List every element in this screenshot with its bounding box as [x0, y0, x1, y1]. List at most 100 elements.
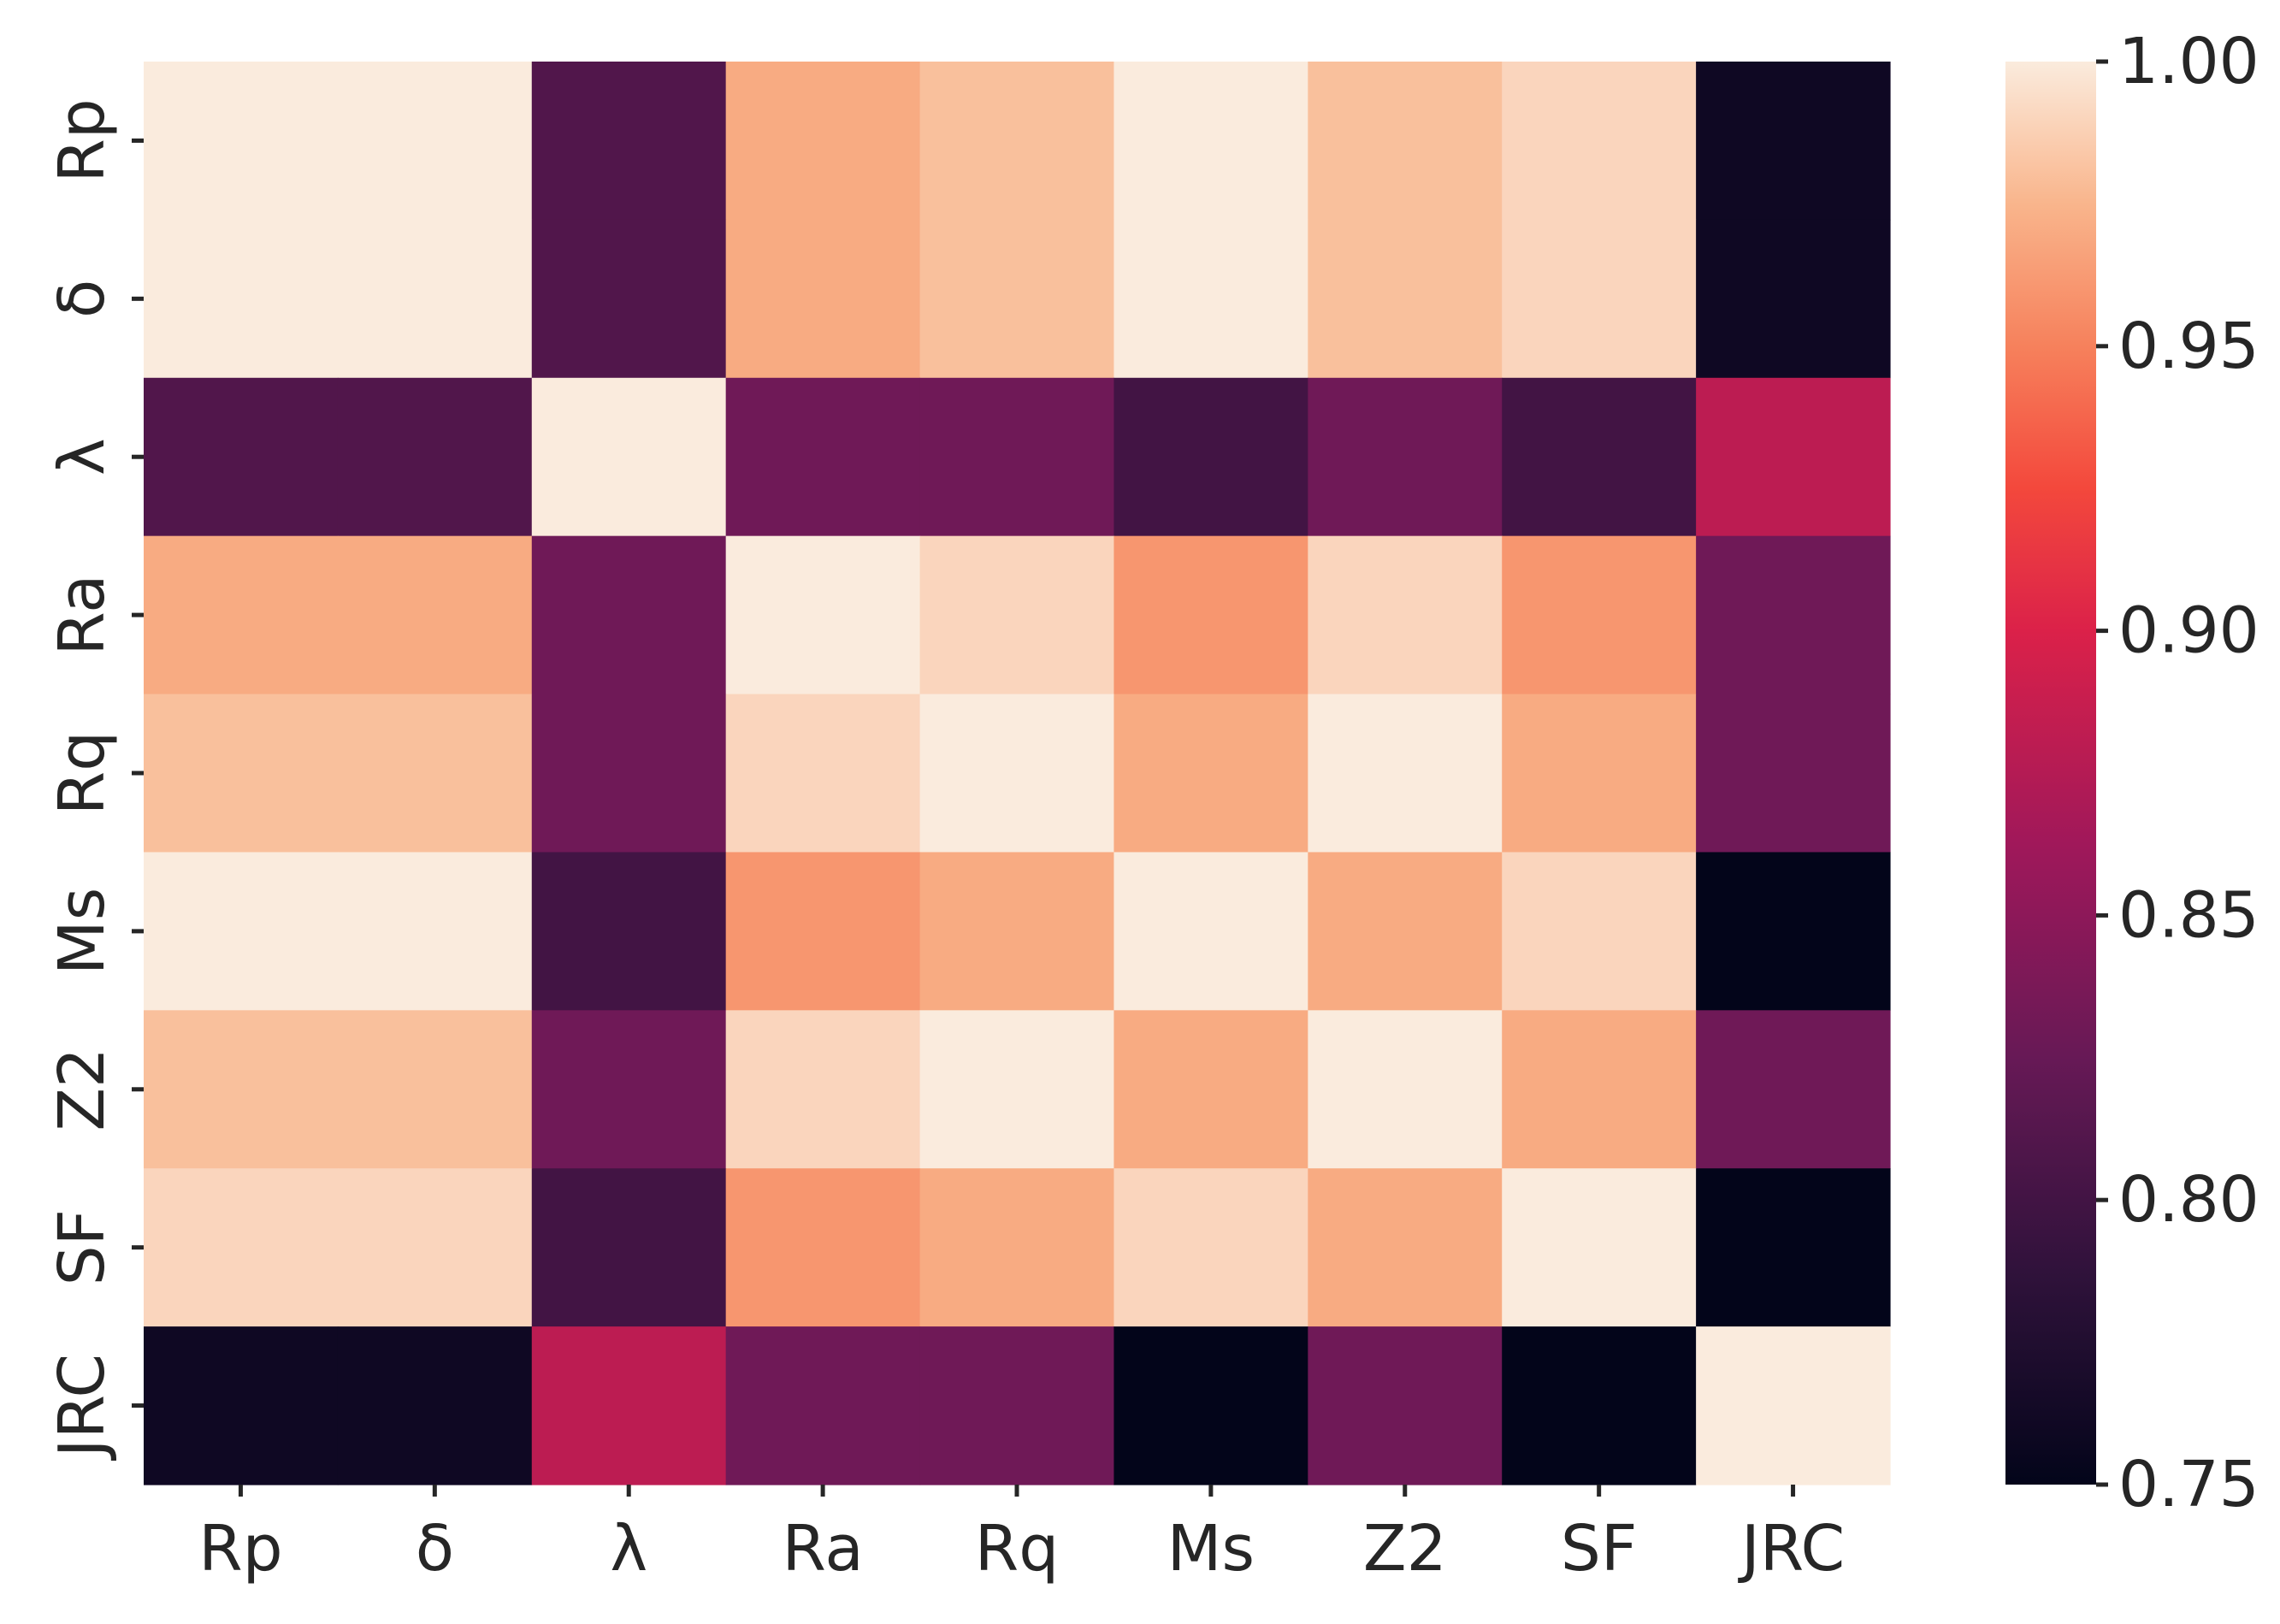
heatmap-cell-8-2: [531, 1326, 727, 1485]
y-tick-label: Ms: [45, 888, 119, 975]
heatmap-cell-8-8: [1696, 1326, 1891, 1485]
heatmap-cell-6-3: [725, 1010, 921, 1169]
heatmap-cell-2-6: [1308, 377, 1503, 537]
heatmap-cell-4-7: [1502, 694, 1697, 853]
heatmap-cell-0-1: [337, 62, 533, 221]
heatmap-cell-8-4: [919, 1326, 1115, 1485]
heatmap-cell-3-6: [1308, 535, 1503, 695]
colorbar-tick-label: 1.00: [2118, 25, 2259, 98]
heatmap-cell-1-0: [144, 219, 339, 379]
heatmap-cell-4-0: [144, 694, 339, 853]
y-tick-label: JRC: [45, 1354, 119, 1461]
heatmap-cell-8-6: [1308, 1326, 1503, 1485]
heatmap-cell-8-1: [337, 1326, 533, 1485]
heatmap-cell-4-6: [1308, 694, 1503, 853]
heatmap-cell-0-2: [531, 62, 727, 221]
x-tick-label: Rq: [975, 1512, 1059, 1586]
heatmap-cell-4-1: [337, 694, 533, 853]
heatmap-cell-3-2: [531, 535, 727, 695]
heatmap-cell-1-6: [1308, 219, 1503, 379]
heatmap-cell-7-2: [531, 1168, 727, 1327]
heatmap-cell-8-7: [1502, 1326, 1697, 1485]
heatmap-cell-0-4: [919, 62, 1115, 221]
heatmap-cell-2-2: [531, 377, 727, 537]
x-axis: Rp δ λ Ra Rq Ms Z2 SF JRC: [198, 1485, 1845, 1586]
colorbar-tick-label: 0.80: [2118, 1163, 2259, 1237]
heatmap-cell-2-1: [337, 377, 533, 537]
heatmap-cell-7-7: [1502, 1168, 1697, 1327]
heatmap-cell-0-6: [1308, 62, 1503, 221]
heatmap-cell-5-5: [1113, 852, 1308, 1011]
heatmap-cell-6-1: [337, 1010, 533, 1169]
heatmap-cell-6-0: [144, 1010, 339, 1169]
heatmap-cell-4-4: [919, 694, 1115, 853]
heatmap-cell-5-6: [1308, 852, 1503, 1011]
heatmap-cell-6-5: [1113, 1010, 1308, 1169]
y-tick-label: Rp: [45, 98, 119, 182]
heatmap-cell-0-0: [144, 62, 339, 221]
heatmap-cell-6-7: [1502, 1010, 1697, 1169]
heatmap-cell-5-2: [531, 852, 727, 1011]
heatmap-cell-8-3: [725, 1326, 921, 1485]
heatmap-cell-3-3: [725, 535, 921, 695]
heatmap-cell-5-0: [144, 852, 339, 1011]
y-tick-label: SF: [45, 1209, 119, 1286]
heatmap-cell-4-2: [531, 694, 727, 853]
heatmap-cell-5-7: [1502, 852, 1697, 1011]
heatmap-cell-7-3: [725, 1168, 921, 1327]
heatmap-cells: [144, 62, 1891, 1485]
y-tick-label: δ: [45, 280, 119, 318]
heatmap-cell-7-8: [1696, 1168, 1891, 1327]
heatmap-cell-3-5: [1113, 535, 1308, 695]
heatmap-cell-8-0: [144, 1326, 339, 1485]
heatmap-cell-2-4: [919, 377, 1115, 537]
heatmap-cell-0-3: [725, 62, 921, 221]
x-tick-label: Ra: [783, 1512, 864, 1586]
heatmap-cell-6-6: [1308, 1010, 1503, 1169]
heatmap-cell-4-3: [725, 694, 921, 853]
heatmap-cell-7-1: [337, 1168, 533, 1327]
x-tick-label: Rp: [198, 1512, 282, 1586]
heatmap-cell-3-1: [337, 535, 533, 695]
heatmap-cell-6-2: [531, 1010, 727, 1169]
heatmap-cell-3-8: [1696, 535, 1891, 695]
heatmap-cell-1-5: [1113, 219, 1308, 379]
heatmap-cell-4-8: [1696, 694, 1891, 853]
y-tick-label: Ra: [45, 575, 119, 656]
x-tick-label: JRC: [1738, 1512, 1845, 1586]
colorbar-tick-label: 0.95: [2118, 310, 2259, 383]
heatmap-cell-5-8: [1696, 852, 1891, 1011]
x-tick-label: Z2: [1363, 1512, 1447, 1586]
heatmap-cell-7-0: [144, 1168, 339, 1327]
colorbar-tick-label: 0.75: [2118, 1448, 2259, 1521]
heatmap-cell-7-6: [1308, 1168, 1503, 1327]
colorbar-tick-label: 0.85: [2118, 878, 2259, 952]
heatmap-cell-5-3: [725, 852, 921, 1011]
colorbar-ticks: 0.75 0.80 0.85 0.90 0.95 1.00: [2096, 25, 2259, 1521]
heatmap-cell-2-5: [1113, 377, 1308, 537]
x-tick-label: Ms: [1167, 1512, 1255, 1586]
heatmap-cell-7-4: [919, 1168, 1115, 1327]
y-tick-label: Z2: [45, 1048, 119, 1131]
heatmap-cell-1-8: [1696, 219, 1891, 379]
heatmap-cell-3-0: [144, 535, 339, 695]
heatmap-cell-5-4: [919, 852, 1115, 1011]
heatmap-cell-0-5: [1113, 62, 1308, 221]
heatmap-cell-6-8: [1696, 1010, 1891, 1169]
x-tick-label: δ: [416, 1512, 454, 1586]
heatmap-cell-0-8: [1696, 62, 1891, 221]
heatmap-cell-3-4: [919, 535, 1115, 695]
heatmap-cell-1-1: [337, 219, 533, 379]
heatmap-cell-2-8: [1696, 377, 1891, 537]
heatmap-cell-4-5: [1113, 694, 1308, 853]
y-tick-label: λ: [45, 438, 119, 475]
heatmap-cell-2-7: [1502, 377, 1697, 537]
heatmap-cell-2-0: [144, 377, 339, 537]
colorbar-tick-label: 0.90: [2118, 594, 2259, 668]
heatmap-cell-3-7: [1502, 535, 1697, 695]
y-axis: Rp δ λ Ra Rq Ms Z2 SF JRC: [45, 98, 144, 1461]
heatmap-cell-6-4: [919, 1010, 1115, 1169]
heatmap-cell-5-1: [337, 852, 533, 1011]
x-tick-label: λ: [610, 1512, 647, 1586]
